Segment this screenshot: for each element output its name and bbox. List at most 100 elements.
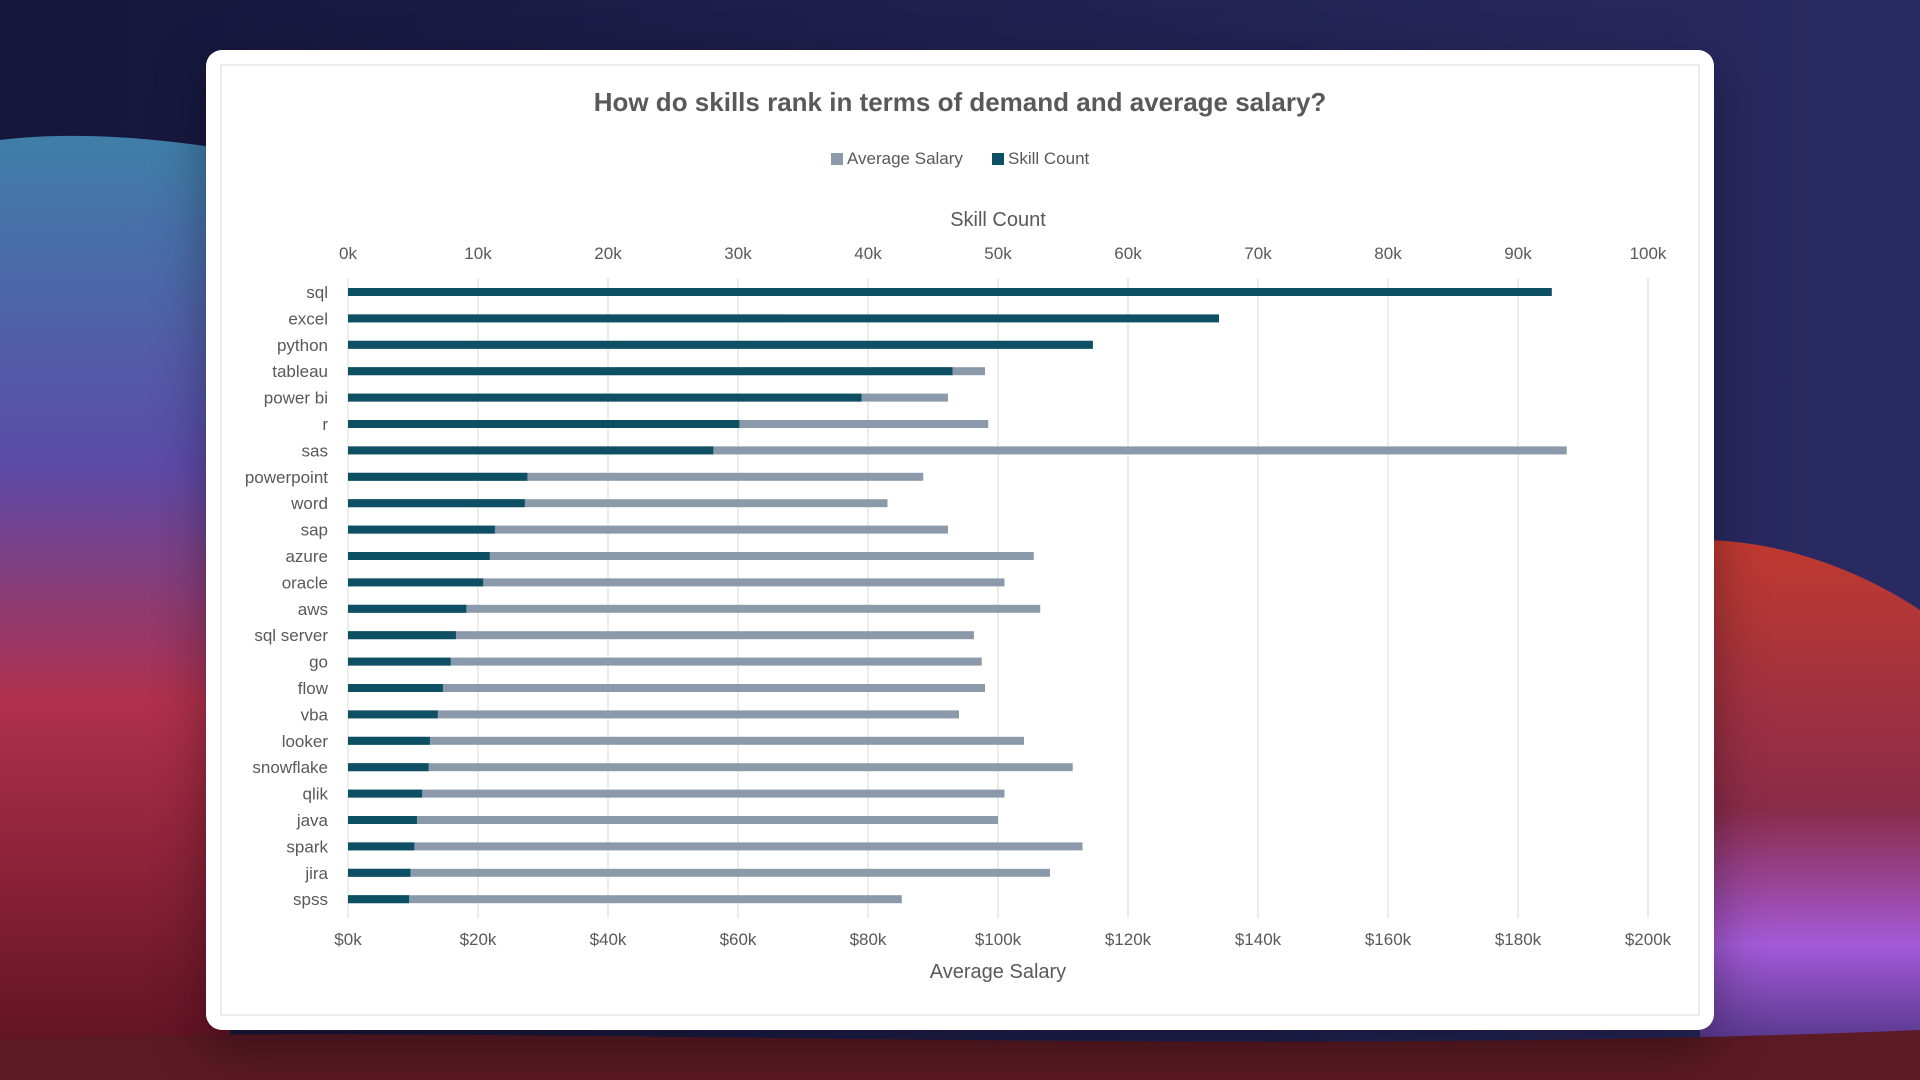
average-salary-bars — [348, 288, 1567, 904]
bar-skill-count-snowflake — [348, 763, 429, 772]
category-label-tableau: tableau — [272, 362, 328, 381]
bar-skill-count-tableau — [348, 367, 953, 376]
category-label-go: go — [309, 653, 328, 672]
bar-skill-count-java — [348, 816, 417, 824]
category-label-spss: spss — [293, 890, 328, 909]
bar-skill-count-sas — [348, 446, 714, 455]
bar-average-salary-word — [348, 499, 888, 508]
legend: Average Salary Skill Count — [831, 149, 1090, 168]
top-tick-label: 50k — [984, 244, 1012, 263]
bar-average-salary-vba — [348, 710, 959, 719]
legend-swatch-skill-count — [992, 153, 1004, 165]
bar-skill-count-powerpoint — [348, 472, 528, 481]
bottom-tick-label: $100k — [975, 930, 1022, 949]
chart-svg: How do skills rank in terms of demand an… — [220, 64, 1700, 1016]
top-tick-label: 40k — [854, 244, 882, 263]
category-label-azure: azure — [285, 547, 328, 566]
bottom-tick-label: $140k — [1235, 930, 1282, 949]
chart-title: How do skills rank in terms of demand an… — [594, 87, 1327, 117]
top-tick-label: 70k — [1244, 244, 1272, 263]
legend-swatch-average-salary — [831, 153, 843, 165]
category-label-sas: sas — [302, 441, 328, 460]
bottom-tick-label: $60k — [720, 930, 757, 949]
category-label-sql-server: sql server — [254, 626, 328, 645]
bar-skill-count-oracle — [348, 578, 484, 587]
bar-average-salary-oracle — [348, 578, 1005, 587]
top-tick-label: 60k — [1114, 244, 1142, 263]
bar-skill-count-excel — [348, 314, 1219, 323]
category-label-excel: excel — [288, 309, 328, 328]
bar-average-salary-looker — [348, 736, 1024, 745]
bar-average-salary-java — [348, 816, 998, 824]
legend-label-skill-count: Skill Count — [1008, 149, 1090, 168]
bar-skill-count-word — [348, 499, 525, 508]
top-tick-label: 30k — [724, 244, 752, 263]
bottom-tick-label: $200k — [1625, 930, 1672, 949]
legend-label-average-salary: Average Salary — [847, 149, 963, 168]
bottom-tick-label: $40k — [590, 930, 627, 949]
category-label-power-bi: power bi — [264, 389, 328, 408]
top-tick-label: 10k — [464, 244, 492, 263]
bar-skill-count-python — [348, 340, 1093, 349]
top-tick-label: 80k — [1374, 244, 1402, 263]
category-label-aws: aws — [298, 600, 328, 619]
plot-frame — [220, 64, 1700, 1016]
bar-average-salary-go — [348, 657, 982, 666]
category-label-oracle: oracle — [282, 573, 328, 592]
bar-average-salary-spark — [348, 842, 1083, 851]
bar-skill-count-vba — [348, 710, 438, 719]
bar-skill-count-sap — [348, 525, 495, 534]
bar-skill-count-spark — [348, 842, 415, 851]
chart-card: How do skills rank in terms of demand an… — [206, 50, 1714, 1030]
bottom-tick-label: $0k — [334, 930, 362, 949]
category-label-powerpoint: powerpoint — [245, 468, 328, 487]
category-label-jira: jira — [304, 864, 328, 883]
bar-average-salary-jira — [348, 868, 1050, 877]
bar-skill-count-sql-server — [348, 631, 456, 640]
category-label-qlik: qlik — [302, 785, 328, 804]
bar-skill-count-flow — [348, 684, 443, 692]
category-label-snowflake: snowflake — [252, 758, 328, 777]
bar-average-salary-spss — [348, 895, 902, 904]
bottom-tick-label: $160k — [1365, 930, 1412, 949]
bar-average-salary-sap — [348, 525, 948, 534]
bar-skill-count-go — [348, 657, 451, 666]
bar-average-salary-powerpoint — [348, 472, 924, 481]
bottom-tick-label: $80k — [850, 930, 887, 949]
category-label-sap: sap — [301, 521, 328, 540]
skill-count-bars — [348, 288, 1552, 904]
top-tick-label: 20k — [594, 244, 622, 263]
gridlines — [347, 278, 1649, 918]
top-tick-label: 0k — [339, 244, 357, 263]
bar-skill-count-sql — [348, 288, 1552, 296]
bottom-tick-label: $180k — [1495, 930, 1542, 949]
bar-average-salary-snowflake — [348, 763, 1073, 772]
top-axis-title: Skill Count — [950, 209, 1046, 231]
bar-average-salary-aws — [348, 604, 1041, 613]
category-label-looker: looker — [282, 732, 329, 751]
top-tick-label: 90k — [1504, 244, 1532, 263]
category-label-flow: flow — [298, 679, 329, 698]
bar-average-salary-azure — [348, 552, 1034, 560]
bar-skill-count-jira — [348, 868, 411, 877]
bar-skill-count-aws — [348, 604, 467, 613]
top-axis-ticks: 0k 10k 20k 30k 40k 50k 60k 70k 80k 90k 100k — [339, 244, 1667, 263]
bar-skill-count-spss — [348, 895, 410, 904]
bottom-tick-label: $20k — [460, 930, 497, 949]
bottom-axis-ticks: $0k $20k $40k $60k $80k $100k $120k $140k $160k $… — [334, 930, 1671, 949]
bottom-tick-label: $120k — [1105, 930, 1152, 949]
bar-average-salary-qlik — [348, 789, 1005, 798]
category-label-word: word — [290, 494, 328, 513]
category-label-sql: sql — [306, 283, 328, 302]
top-tick-label: 100k — [1630, 244, 1667, 263]
bar-skill-count-qlik — [348, 789, 423, 798]
category-label-r: r — [322, 415, 328, 434]
bar-skill-count-azure — [348, 552, 490, 560]
bar-average-salary-sql-server — [348, 631, 974, 640]
category-label-spark: spark — [286, 837, 328, 856]
category-label-java: java — [296, 811, 329, 830]
bar-skill-count-power-bi — [348, 393, 862, 402]
category-label-vba: vba — [301, 705, 329, 724]
category-label-python: python — [277, 336, 328, 355]
bottom-axis-title: Average Salary — [930, 961, 1066, 983]
